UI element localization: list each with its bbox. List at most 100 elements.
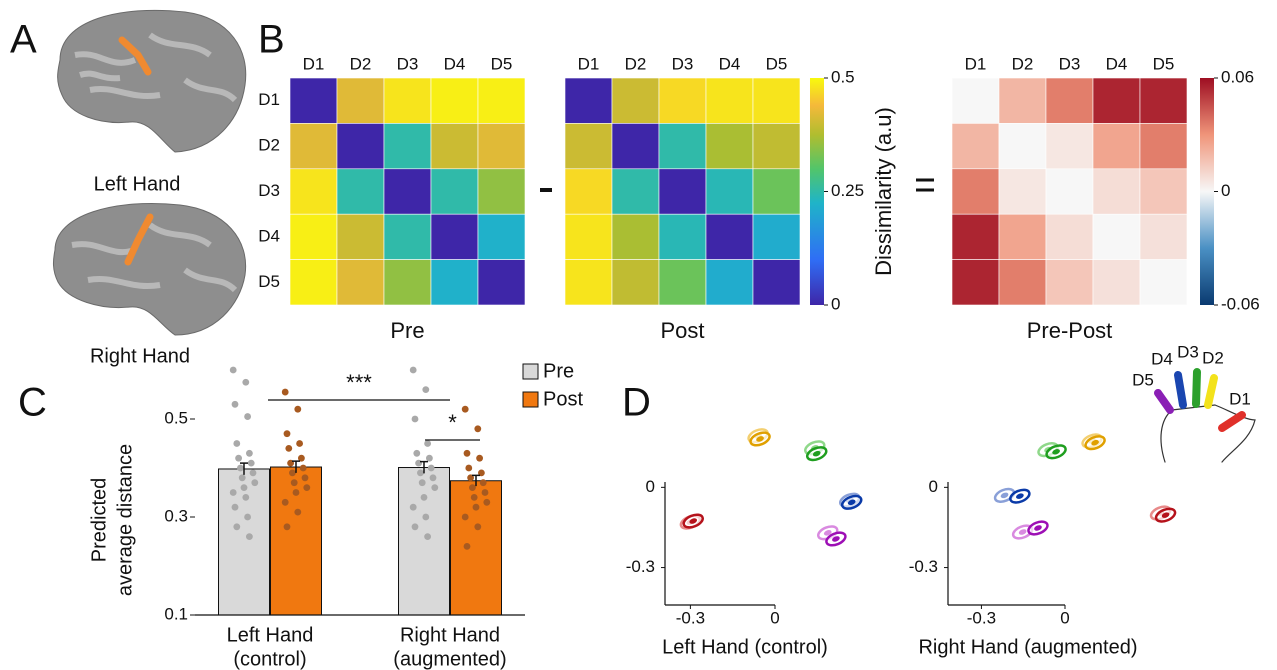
colorbar-tick-label: 0 <box>1221 181 1230 200</box>
heatmap-cell <box>1139 259 1188 306</box>
participant-dot <box>469 484 476 491</box>
participant-dot <box>246 449 253 457</box>
heatmap-cell <box>477 123 526 170</box>
participant-dot <box>292 489 300 496</box>
heatmap-cell <box>998 213 1047 260</box>
x-tick-label: -0.3 <box>967 608 996 627</box>
digit-ellipse <box>1154 507 1177 523</box>
participant-dot <box>427 464 435 472</box>
heatmap-cell <box>564 213 613 260</box>
bar <box>450 480 502 616</box>
participant-dot <box>244 513 252 521</box>
participant-dot <box>229 489 237 496</box>
digit-center <box>847 499 856 506</box>
x-tick-label: (control) <box>233 648 306 670</box>
heatmap-cell <box>383 213 432 260</box>
heatmap-cell <box>951 259 1000 306</box>
participant-dot <box>233 523 241 531</box>
heatmap-cell <box>383 77 432 124</box>
heatmap-cell <box>1045 213 1094 260</box>
participant-dot <box>424 440 431 447</box>
participant-dot <box>247 459 255 467</box>
heatmap-cell <box>1092 213 1141 260</box>
column-label: D1 <box>965 54 987 73</box>
panel-letter: A <box>10 18 37 62</box>
participant-dot <box>290 479 298 487</box>
y-tick-label: 0 <box>646 477 655 496</box>
heatmap-cell <box>705 259 754 306</box>
heatmap-cell <box>611 259 660 306</box>
column-label: D2 <box>350 54 372 73</box>
participant-dot <box>409 366 417 374</box>
digit-ellipse <box>1027 520 1049 536</box>
y-tick-label: 0.3 <box>164 506 188 525</box>
x-axis-label: Post <box>660 318 704 343</box>
panel-letter: D <box>622 381 651 425</box>
participant-dot <box>296 440 303 447</box>
heatmap-cell <box>383 168 432 215</box>
digit-ellipse <box>682 513 704 529</box>
heatmap-cell <box>1139 213 1188 260</box>
row-label: D5 <box>258 272 280 291</box>
y-axis-label: Predicted <box>88 478 110 563</box>
finger <box>1154 389 1174 414</box>
x-tick-label: -0.3 <box>676 608 705 627</box>
digit-center <box>756 436 764 442</box>
hand-label: D5 <box>1132 370 1154 389</box>
palm <box>1160 404 1256 463</box>
heatmap-cell <box>1092 259 1141 306</box>
finger <box>1204 374 1218 409</box>
participant-dot <box>298 454 305 462</box>
x-axis-label: Pre <box>390 318 424 343</box>
colorbar-tick-label: -0.06 <box>1221 294 1260 313</box>
participant-dot <box>413 449 421 457</box>
heatmap-cell <box>951 168 1000 215</box>
participant-dot <box>461 513 469 521</box>
legend-swatch <box>522 363 539 380</box>
heatmap-cell <box>336 259 385 306</box>
digit-center <box>689 518 698 524</box>
panel-letter: B <box>258 18 285 62</box>
x-tick-label: Left Hand <box>227 624 314 646</box>
heatmap-cell <box>289 213 338 260</box>
participant-dot <box>289 469 296 477</box>
participant-dot <box>242 494 250 501</box>
participant-dot <box>422 513 430 521</box>
digit-ellipse <box>825 531 847 547</box>
finger <box>1218 411 1246 432</box>
x-tick-label: Right Hand <box>400 624 500 646</box>
hand-label: D1 <box>1229 389 1251 408</box>
heatmap-cell <box>998 77 1047 124</box>
x-axis-label: Right Hand (augmented) <box>918 636 1137 658</box>
participant-dot <box>281 388 289 396</box>
participant-dot <box>233 440 241 447</box>
heatmap-cell <box>1045 168 1094 215</box>
brain-left <box>57 9 247 153</box>
colorbar-tick-label: 0.5 <box>831 67 855 86</box>
heatmap-cell <box>611 123 660 170</box>
participant-dot <box>474 425 482 433</box>
heatmap-cell <box>1045 123 1094 170</box>
finger <box>1174 371 1187 409</box>
y-tick-label: 0.5 <box>164 408 188 427</box>
participant-dot <box>417 469 424 477</box>
participant-dot <box>283 430 291 438</box>
panel-letter: C <box>18 381 47 425</box>
colorbar-tick-label: 0.25 <box>831 181 864 200</box>
column-label: D3 <box>1059 54 1081 73</box>
participant-dot <box>431 484 439 491</box>
heatmap-cell <box>336 123 385 170</box>
digit-center <box>1091 439 1099 446</box>
column-label: D3 <box>672 54 694 73</box>
participant-dot <box>470 494 478 501</box>
heatmap-cell <box>705 213 754 260</box>
heatmap-cell <box>1092 77 1141 124</box>
participant-dot <box>249 469 257 477</box>
participant-dot <box>463 543 471 550</box>
participant-dot <box>429 474 437 482</box>
participant-dot <box>465 464 473 472</box>
column-label: D5 <box>766 54 788 73</box>
participant-dot <box>426 454 433 462</box>
colorbar-tick-label: 0 <box>831 294 840 313</box>
